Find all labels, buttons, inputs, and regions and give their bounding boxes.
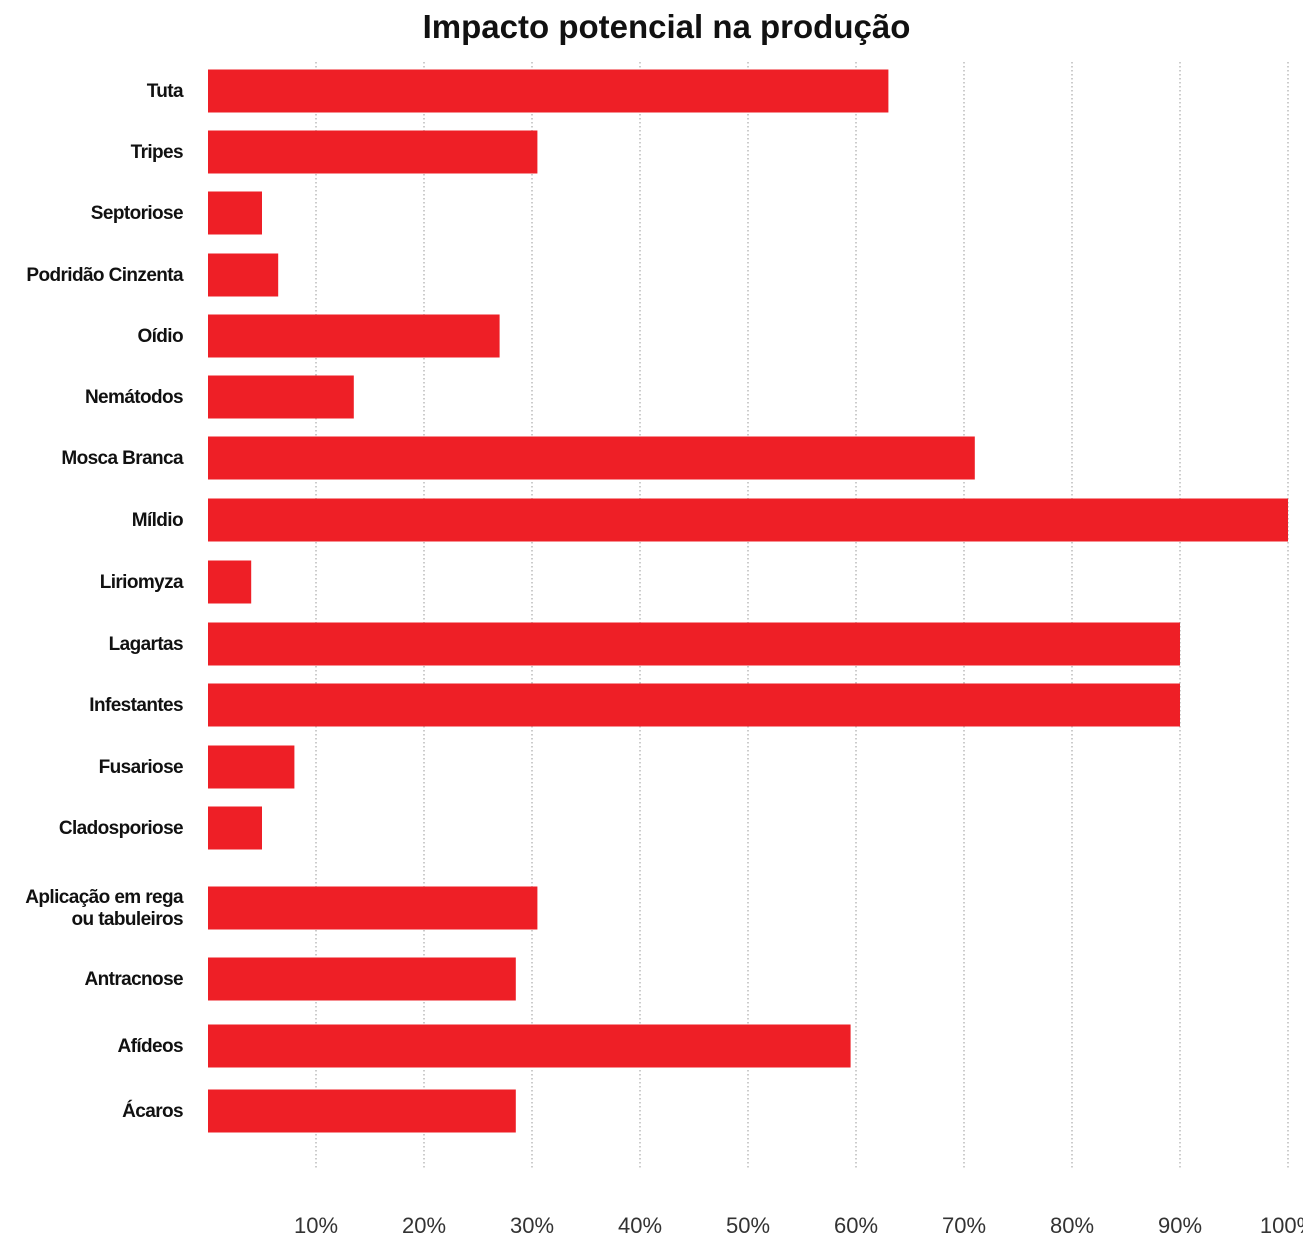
- category-label: Afídeos: [118, 1036, 184, 1057]
- category-label-line: Infestantes: [89, 695, 183, 716]
- bar: [208, 314, 500, 358]
- x-tick-label: 70%: [942, 1213, 986, 1238]
- category-label-line: Tuta: [147, 81, 184, 102]
- category-label-line: Nemátodos: [85, 387, 183, 408]
- bar: [208, 886, 538, 930]
- bar: [208, 375, 354, 419]
- category-labels: Tuta Tripes Septoriose Podridão Cinzenta Oíd…: [25, 81, 184, 1122]
- category-label-line: Septoriose: [91, 203, 183, 224]
- bar: [208, 560, 252, 604]
- bar: [208, 957, 516, 1001]
- category-label: Infestantes: [89, 695, 183, 716]
- bar: [208, 622, 1180, 666]
- bar: [208, 436, 975, 480]
- bar: [208, 69, 889, 113]
- bar: [208, 191, 262, 235]
- category-label: Míldio: [132, 510, 183, 531]
- category-label: Tuta: [147, 81, 184, 102]
- bar: [208, 806, 262, 850]
- x-tick-label: 30%: [510, 1213, 554, 1238]
- chart-title: Impacto potencial na produção: [422, 8, 911, 45]
- category-label: Nemátodos: [85, 387, 183, 408]
- bar: [208, 498, 1288, 542]
- category-label-line: Podridão Cinzenta: [26, 265, 184, 286]
- x-tick-label: 50%: [726, 1213, 770, 1238]
- category-label-line: ou tabuleiros: [72, 909, 184, 930]
- category-label: Cladosporiose: [59, 818, 183, 839]
- x-tick-label: 20%: [402, 1213, 446, 1238]
- category-label-line: Liriomyza: [100, 572, 184, 593]
- category-label: Antracnose: [84, 969, 183, 990]
- category-label: Ácaros: [122, 1100, 183, 1122]
- bar: [208, 683, 1180, 727]
- category-label-line: Cladosporiose: [59, 818, 183, 839]
- x-tick-label: 80%: [1050, 1213, 1094, 1238]
- gridlines: [315, 62, 1289, 1170]
- category-label: Lagartas: [109, 634, 183, 655]
- category-label: Liriomyza: [100, 572, 184, 593]
- bar: [208, 745, 295, 789]
- category-label-line: Afídeos: [118, 1036, 184, 1057]
- category-label-line: Tripes: [131, 142, 183, 163]
- category-label-line: Antracnose: [84, 969, 183, 990]
- category-label: Aplicação em rega ou tabuleiros: [25, 887, 184, 930]
- x-tick-label: 100%: [1260, 1213, 1303, 1238]
- category-label: Podridão Cinzenta: [26, 265, 184, 286]
- category-label: Mosca Branca: [61, 448, 184, 469]
- bar: [208, 130, 538, 174]
- category-label: Fusariose: [99, 757, 183, 778]
- category-label: Septoriose: [91, 203, 183, 224]
- category-label: Tripes: [131, 142, 183, 163]
- category-label-line: Míldio: [132, 510, 183, 531]
- x-tick-label: 40%: [618, 1213, 662, 1238]
- x-axis-ticks: 10% 20% 30% 40% 50% 60% 70% 80% 90% 100%: [294, 1213, 1303, 1238]
- category-label-line: Lagartas: [109, 634, 183, 655]
- x-tick-label: 60%: [834, 1213, 878, 1238]
- category-label-line: Mosca Branca: [61, 448, 184, 469]
- bars: [208, 69, 1288, 1133]
- bar: [208, 1089, 516, 1133]
- x-tick-label: 90%: [1158, 1213, 1202, 1238]
- bar: [208, 1024, 851, 1068]
- bar: [208, 253, 279, 297]
- category-label-line: Aplicação em rega: [25, 887, 184, 908]
- category-label-line: Ácaros: [122, 1100, 183, 1122]
- category-label: Oídio: [137, 326, 183, 347]
- category-label-line: Fusariose: [99, 757, 183, 778]
- x-tick-label: 10%: [294, 1213, 338, 1238]
- category-label-line: Oídio: [137, 326, 183, 347]
